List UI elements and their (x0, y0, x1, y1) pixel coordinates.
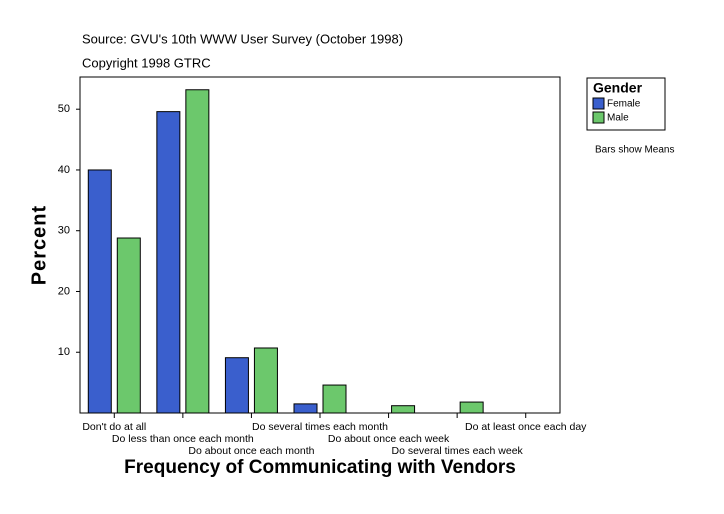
x-tick-label: Do several times each month (252, 421, 388, 433)
bar (156, 111, 181, 414)
y-tick-label: 10 (58, 346, 70, 358)
legend-label: Female (607, 99, 641, 110)
x-tick-label: Do several times each week (391, 445, 523, 457)
bar (185, 89, 210, 414)
y-tick-label: 50 (58, 103, 70, 115)
note: Bars show Means (595, 145, 674, 156)
legend-swatch (592, 111, 605, 124)
source: Source: GVU's 10th WWW User Survey (Octo… (82, 31, 403, 46)
y-tick-label: 40 (58, 164, 70, 176)
y-tick-label: 20 (58, 285, 70, 297)
x-tick-label: Do about once each month (188, 445, 314, 457)
bar (224, 357, 249, 414)
bar (293, 403, 318, 414)
x-tick-label: Do about once each week (328, 433, 450, 445)
x-tick-label: Do less than once each month (112, 433, 254, 445)
y-tick-label: 30 (58, 225, 70, 237)
x-tick-label: Don't do at all (82, 421, 146, 433)
bar (322, 384, 347, 414)
bar (459, 401, 484, 414)
x-tick-label: Do at least once each day (465, 421, 587, 433)
bar (253, 347, 278, 414)
legend-swatch (592, 97, 605, 110)
bar (87, 169, 112, 414)
legend-label: Male (607, 113, 629, 124)
legend-title: Gender (593, 80, 643, 96)
bar (116, 237, 141, 414)
x-axis-title: Frequency of Communicating with Vendors (124, 457, 516, 478)
y-axis-title: Percent (28, 205, 50, 285)
copyright: Copyright 1998 GTRC (82, 55, 211, 70)
bar (391, 405, 416, 414)
